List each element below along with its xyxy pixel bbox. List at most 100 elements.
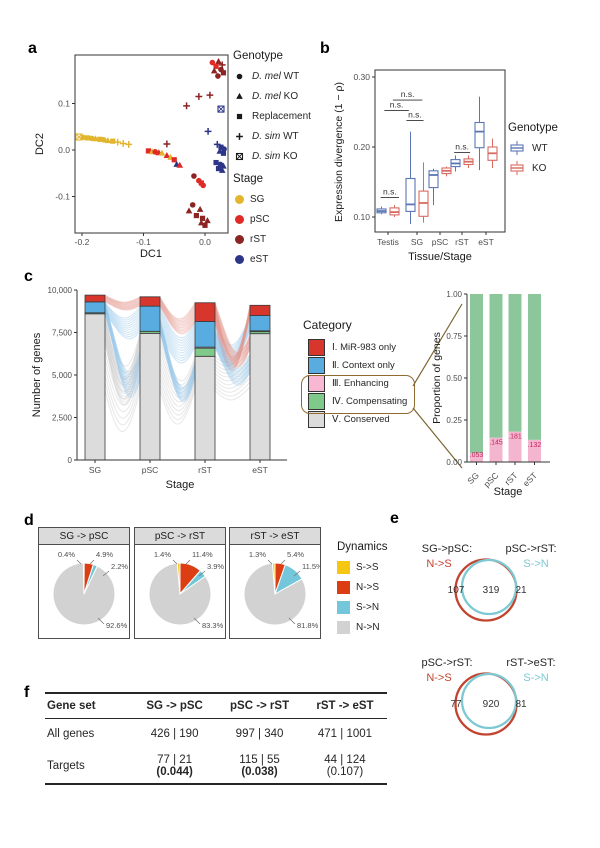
scatter-point — [202, 222, 208, 228]
axis-text: SG — [465, 470, 481, 486]
legend-item-label: eST — [250, 253, 269, 265]
table-cell-pvalue: (0.044) — [156, 766, 193, 778]
flow-ribbon — [104, 298, 141, 308]
scatter-point — [218, 144, 224, 150]
axis-text: 0.1 — [58, 99, 70, 109]
axis-text: .053 — [470, 452, 484, 459]
flow-ribbon — [214, 336, 251, 376]
axis-text: Stage — [494, 486, 523, 498]
table-header-cell: pSC -> rST — [216, 692, 303, 719]
axis-text: 2.2% — [111, 562, 128, 571]
bar-segment — [84, 294, 106, 303]
legend-category: Category Ⅰ. MiR-983 only Ⅱ. Context only Ⅲ… — [303, 318, 453, 428]
bar-segment-green — [489, 294, 503, 438]
gene-set-table-wrap: Gene set SG -> pSC pSC -> rST rST -> eST All… — [45, 692, 387, 785]
flow-ribbon — [159, 384, 196, 420]
scatter-point — [236, 92, 243, 99]
scatter-point — [189, 202, 196, 208]
flow-ribbon — [214, 313, 251, 364]
boxplot-glyph-icon — [510, 141, 524, 155]
bar-segment — [139, 296, 161, 307]
box-plot-expression-divergence: 0.10 0.20 0.30 Testis SG pSC rST eST Tissue/Stag… — [333, 69, 506, 263]
flow-ribbon — [159, 305, 196, 335]
legend-item-label: WT — [532, 142, 548, 154]
scatter-point — [195, 93, 203, 100]
table-cell-pvalue: (0.038) — [241, 766, 278, 778]
scatter-point — [92, 135, 99, 142]
flow-ribbon — [104, 374, 141, 419]
axis-text: rST — [198, 465, 212, 475]
pie-label-leader — [280, 559, 286, 565]
flow-ribbon — [104, 309, 141, 390]
pie-label-leader — [76, 559, 82, 565]
scatter-point — [218, 106, 224, 112]
scatter-point — [198, 180, 204, 186]
legend-item-category: Ⅱ. Context only — [308, 356, 453, 374]
axis-text: pSC->rST: — [505, 543, 556, 555]
flow-ribbon — [104, 359, 141, 406]
scatter-point — [104, 137, 112, 144]
flow-ribbon — [159, 355, 196, 398]
flow-ribbon — [214, 325, 251, 361]
axis-text: S->N — [523, 558, 548, 570]
legend-category-items: Ⅰ. MiR-983 only Ⅱ. Context only Ⅲ. Enhanci… — [303, 338, 453, 428]
flow-ribbon — [104, 294, 141, 303]
legend-item-label: D. sim KO — [252, 150, 298, 162]
circle-icon — [236, 73, 243, 79]
axis-text: 1.00 — [446, 290, 462, 299]
scatter-point — [220, 150, 227, 156]
flow-ribbon — [104, 305, 141, 380]
flow-ribbon — [214, 346, 251, 386]
flow-ribbon — [104, 304, 141, 378]
flow-ribbon — [214, 319, 251, 352]
flow-ribbon — [214, 322, 251, 357]
flow-ribbon — [104, 306, 141, 327]
flow-ribbon — [214, 328, 251, 365]
axis-text: eST — [521, 470, 539, 488]
flow-ribbon — [104, 382, 141, 426]
alluvial-bar-chart: SG pSC rST eST 0 2,500 5,000 7,500 10,000 Stage Nu… — [31, 286, 287, 491]
scatter-point — [114, 138, 122, 146]
scatter-point — [236, 73, 243, 79]
flow-ribbon — [159, 321, 196, 354]
dynamics-swatch-icon — [337, 580, 350, 594]
panel-d-label: d — [24, 512, 34, 529]
axis-text: rST — [503, 470, 520, 487]
scatter-point — [176, 161, 184, 168]
bar-segment — [249, 315, 271, 332]
axis-text: 107 — [448, 585, 465, 596]
flow-ribbon — [104, 312, 141, 340]
axis-text: 4.9% — [96, 550, 113, 559]
flow-ribbon — [214, 310, 251, 366]
flow-ribbon — [104, 303, 141, 376]
axis-text: 1.4% — [154, 550, 171, 559]
flow-ribbon — [104, 338, 141, 403]
flow-ribbon — [214, 368, 251, 386]
flow-ribbon — [214, 307, 251, 358]
scatter-point — [183, 102, 190, 110]
flow-ribbon — [214, 338, 251, 378]
pie-slice — [271, 562, 276, 595]
flow-ribbon — [159, 350, 196, 394]
legend-item-label: Replacement — [252, 110, 311, 122]
boxx-icon — [235, 152, 244, 160]
axis-text: eST — [478, 237, 494, 247]
flow-ribbon — [104, 335, 141, 400]
boxplot-glyph-icon — [510, 161, 524, 175]
stage-dot-icon — [235, 234, 244, 244]
pie-slice — [176, 562, 181, 595]
category-swatch-icon — [308, 410, 325, 428]
legend-item-dynamics: N->N — [337, 617, 407, 637]
axis-text: -0.1 — [136, 237, 151, 247]
flow-ribbon — [214, 377, 251, 393]
table-row-name: All genes — [47, 728, 95, 740]
bar-segment — [194, 302, 216, 322]
axis-text: n.s. — [455, 142, 469, 152]
flow-ribbon — [159, 320, 196, 389]
flow-ribbon — [159, 308, 196, 341]
bar-segment — [84, 301, 106, 314]
pie-label-leader — [267, 559, 273, 565]
axis-text: 21 — [515, 585, 527, 596]
legend-item-dynamics: N->S — [337, 577, 407, 597]
